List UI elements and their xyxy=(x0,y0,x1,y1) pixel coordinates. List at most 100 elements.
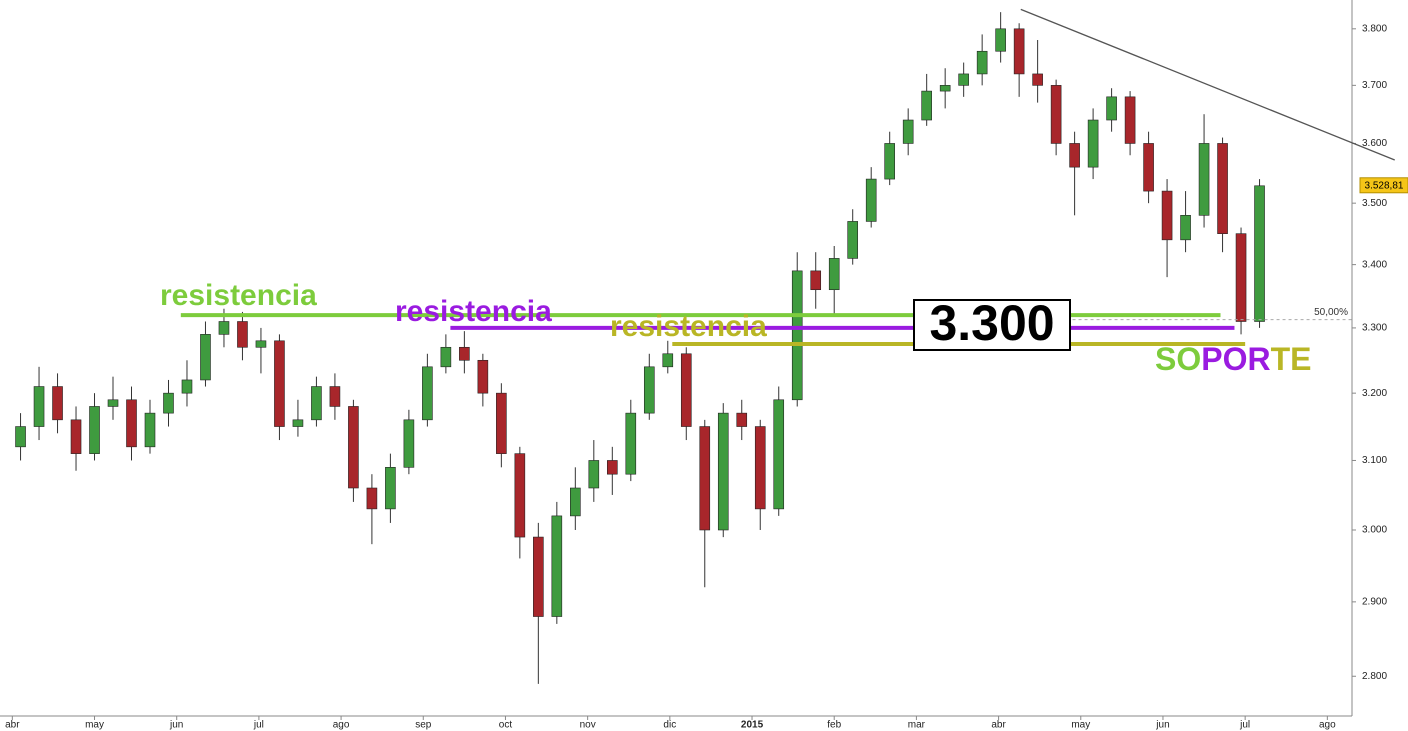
x-tick-label: mar xyxy=(908,720,926,731)
soporte-label: SOPORTE xyxy=(1155,341,1311,377)
candle-body xyxy=(754,426,766,510)
candle-body xyxy=(625,412,637,475)
candle-body xyxy=(237,321,248,348)
candle-body xyxy=(588,460,600,489)
candle-body xyxy=(1032,73,1043,86)
candle-body xyxy=(514,453,526,538)
level-box xyxy=(913,299,1071,351)
candle-body xyxy=(403,419,415,468)
x-tick-label: jul xyxy=(1239,720,1250,731)
x-tick-label: oct xyxy=(499,720,513,731)
candle-body xyxy=(939,85,951,92)
candle-body xyxy=(533,536,544,617)
candle-body xyxy=(995,28,1006,52)
y-tick-label: 2.900 xyxy=(1362,596,1387,607)
candle-body xyxy=(847,221,859,259)
y-tick-label: 3.500 xyxy=(1362,198,1387,209)
trendline xyxy=(1020,8,1395,161)
candle-body xyxy=(200,334,211,381)
candle-body xyxy=(440,346,452,368)
x-tick-label: jul xyxy=(253,720,264,731)
y-tick-label: 3.100 xyxy=(1362,455,1387,466)
x-tick-label: ago xyxy=(1319,720,1336,731)
x-tick-label: dic xyxy=(663,720,676,731)
candle-body xyxy=(70,419,82,454)
candle-body xyxy=(717,412,729,531)
candle-body xyxy=(1217,143,1228,234)
candle-body xyxy=(181,379,193,394)
candle-body xyxy=(477,359,489,394)
soporte-part: TE xyxy=(1271,341,1312,377)
candle-body xyxy=(1198,143,1210,216)
candle-body xyxy=(976,50,988,75)
x-tick-label: feb xyxy=(827,720,841,731)
y-tick-label: 3.200 xyxy=(1362,388,1387,399)
candle-body xyxy=(348,406,359,489)
candle-body xyxy=(311,386,322,421)
candle-body xyxy=(107,399,119,407)
candle-body xyxy=(865,178,877,222)
candle-body xyxy=(422,366,433,421)
x-tick-label: nov xyxy=(580,720,596,731)
y-tick-label: 2.800 xyxy=(1362,671,1387,682)
candle-body xyxy=(1161,190,1173,241)
candle-body xyxy=(810,270,822,291)
candle-body xyxy=(1106,96,1117,121)
x-tick-label: sep xyxy=(415,720,432,731)
candle-body xyxy=(570,487,581,517)
last-price-box xyxy=(1359,177,1408,194)
candle-body xyxy=(292,419,304,427)
y-tick-label: 3.300 xyxy=(1362,323,1387,334)
candle-body xyxy=(699,426,711,531)
level-label: resistencia xyxy=(160,279,317,312)
candle-body xyxy=(1254,185,1265,322)
x-tick-label: jun xyxy=(1155,720,1169,731)
x-tick-label: abr xyxy=(991,720,1006,731)
x-tick-label: 2015 xyxy=(741,720,764,731)
candle-body xyxy=(680,353,692,427)
candle-body xyxy=(1124,96,1136,144)
y-tick-label: 3.800 xyxy=(1362,23,1387,34)
fib-label: 50,00% xyxy=(1314,307,1348,318)
candle-body xyxy=(144,412,156,448)
y-tick-label: 3.400 xyxy=(1362,259,1387,270)
x-tick-label: ago xyxy=(333,720,350,731)
candle-body xyxy=(33,386,45,427)
x-tick-label: abr xyxy=(5,720,20,731)
candle-body xyxy=(921,90,932,121)
candles xyxy=(15,12,1265,684)
candle-body xyxy=(218,321,230,335)
candle-body xyxy=(736,412,748,427)
candle-body xyxy=(662,353,674,368)
candle-body xyxy=(255,340,267,348)
candle-body xyxy=(1069,143,1080,168)
candle-body xyxy=(366,487,378,510)
candle-body xyxy=(459,346,470,361)
candle-body xyxy=(126,399,137,448)
candle-body xyxy=(902,119,914,144)
candle-body xyxy=(884,143,895,180)
candle-body xyxy=(496,392,507,454)
level-box-label: 3.300 xyxy=(929,295,1054,351)
y-tick-label: 3.700 xyxy=(1362,80,1387,91)
candle-body xyxy=(958,73,969,86)
x-tick-label: jun xyxy=(169,720,183,731)
soporte-part: SO xyxy=(1155,341,1201,377)
candle-body xyxy=(828,258,840,291)
candle-body xyxy=(163,392,174,414)
candle-body xyxy=(89,406,100,454)
candle-body xyxy=(643,366,655,414)
level-label: resistencia xyxy=(610,310,767,343)
candle-body xyxy=(773,399,785,510)
x-tick-label: may xyxy=(85,720,104,731)
level-label: resistencia xyxy=(395,295,552,328)
candle-body xyxy=(274,340,285,427)
candle-body xyxy=(329,386,341,407)
candle-body xyxy=(1143,143,1154,192)
y-tick-label: 3.600 xyxy=(1362,138,1387,149)
candle-body xyxy=(1050,85,1062,144)
last-price-label: 3.528,81 xyxy=(1365,180,1404,191)
candle-body xyxy=(52,386,63,421)
y-tick-label: 3.000 xyxy=(1362,525,1387,536)
